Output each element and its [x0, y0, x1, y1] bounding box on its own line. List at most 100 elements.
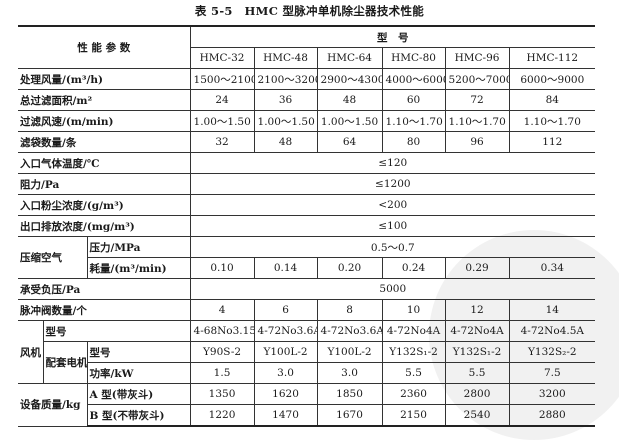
table-row: 耗量/(m³/min) 0.10 0.14 0.20 0.24 0.29 0.34 [18, 257, 596, 279]
row-label: A 型(带灰斗) [86, 383, 191, 405]
table-cell: 1.10～1.70 [508, 110, 596, 132]
row-label: 入口粉尘浓度/(g/m³) [18, 194, 191, 216]
table-cell: Y100L-2 [316, 341, 383, 363]
table-cell: 36 [253, 89, 318, 111]
table-cell: Y100L-2 [253, 341, 318, 363]
table-cell: 0.14 [253, 257, 318, 279]
model-group-header: 型 号 [189, 25, 596, 48]
table-cell: Y132S₁-2 [444, 341, 510, 363]
table-cell: 24 [189, 89, 255, 111]
row-label: 设备质量/kg [18, 383, 88, 427]
table-cell: 2100～3200 [253, 68, 318, 90]
row-label: 压缩空气 [18, 236, 88, 279]
table-cell: 10 [381, 299, 446, 321]
row-label: 功率/kW [87, 362, 191, 384]
table-cell: ≤100 [189, 215, 596, 237]
table-cell: 1.00～1.50 [253, 110, 318, 132]
table-cell: 4000～6000 [381, 68, 446, 90]
row-label: 型号 [42, 320, 191, 342]
table-cell: 6 [253, 299, 318, 321]
table-cell: 2150 [381, 404, 446, 427]
model-header: HMC-48 [253, 47, 318, 69]
table-row: 功率/kW 1.5 3.0 3.0 5.5 5.5 7.5 [18, 362, 596, 384]
table-row: 承受负压/Pa 5000 [18, 278, 596, 300]
table-cell: 112 [508, 131, 596, 153]
table-row: 入口粉尘浓度/(g/m³) <200 [18, 194, 596, 216]
table-cell: Y90S-2 [189, 341, 255, 363]
row-label: 压力/MPa [86, 236, 191, 258]
table-row: B 型(不带灰斗) 1220 1470 1670 2150 2540 2880 [18, 404, 596, 427]
table-cell: 4-68No3.15 [189, 320, 255, 342]
table-cell: 6000～9000 [508, 68, 596, 90]
model-header: HMC-112 [508, 47, 596, 69]
table-row: 过滤风速/(m/min) 1.00～1.50 1.00～1.50 1.00～1.50 1… [18, 110, 596, 132]
param-header: 性 能 参 数 [18, 25, 191, 69]
table-row: 出口排放浓度/(mg/m³) ≤100 [18, 215, 596, 237]
table-cell: 48 [253, 131, 318, 153]
table-cell: 2880 [508, 404, 596, 427]
table-cell: 1.00～1.50 [189, 110, 255, 132]
table-cell: 3.0 [316, 362, 383, 384]
table-cell: 64 [316, 131, 383, 153]
table-cell: 72 [444, 89, 510, 111]
table-cell: 0.10 [189, 257, 255, 279]
table-cell: 96 [444, 131, 510, 153]
table-cell: 3200 [508, 383, 596, 405]
table-cell: ≤120 [189, 152, 596, 174]
table-cell: 4-72No4A [381, 320, 446, 342]
table-cell: 32 [189, 131, 255, 153]
table-cell: 0.20 [316, 257, 383, 279]
row-label: 承受负压/Pa [18, 278, 191, 300]
performance-table: 性 能 参 数型 号 HMC-32 HMC-48 HMC-64 HMC-80 HMC-96… [18, 25, 596, 427]
table-row: 配套电机 型号 Y90S-2 Y100L-2 Y100L-2 Y132S₁-2 Y132S₁… [18, 341, 596, 384]
table-cell: 0.34 [508, 257, 596, 279]
table-cell: 1220 [189, 404, 255, 427]
row-label: 脉冲阀数量/个 [18, 299, 191, 321]
table-cell: 1.5 [189, 362, 255, 384]
table-cell: 1470 [253, 404, 318, 427]
table-cell: 12 [444, 299, 510, 321]
table-cell: 84 [508, 89, 596, 111]
table-cell: Y132S₁-2 [381, 341, 446, 363]
table-cell: 1.00～1.50 [316, 110, 383, 132]
row-label: 型号 [86, 341, 191, 363]
table-cell: 1.10～1.70 [444, 110, 510, 132]
row-label: 耗量/(m³/min) [87, 257, 191, 279]
table-cell: Y132S₂-2 [508, 341, 596, 363]
table-cell: 4-72No4A [444, 320, 510, 342]
table-row: 压缩空气 压力/MPa 0.5～0.7 [18, 236, 596, 279]
table-cell: 2900～4300 [316, 68, 383, 90]
table-cell: 1850 [316, 383, 383, 405]
row-label: 入口气体温度/℃ [18, 152, 191, 174]
model-header: HMC-64 [316, 47, 383, 69]
table-row: 滤袋数量/条 32 48 64 80 96 112 [18, 131, 596, 153]
table-cell: 4 [189, 299, 255, 321]
row-label: 过滤风速/(m/min) [18, 110, 191, 132]
table-cell: 4-72No4.5A [508, 320, 596, 342]
table-cell: 14 [508, 299, 596, 321]
table-cell: 5000 [189, 278, 596, 300]
table-cell: 5.5 [381, 362, 446, 384]
row-label: 总过滤面积/m² [18, 89, 191, 111]
table-cell: 4-72No3.6A [316, 320, 383, 342]
table-row: 入口气体温度/℃ ≤120 [18, 152, 596, 174]
table-cell: ≤1200 [189, 173, 596, 195]
row-label: 阻力/Pa [18, 173, 191, 195]
table-cell: 0.29 [444, 257, 510, 279]
table-cell: 5200～7000 [444, 68, 510, 90]
table-cell: 1670 [316, 404, 383, 427]
row-label: B 型(不带灰斗) [87, 404, 191, 427]
table-row: 脉冲阀数量/个 4 6 8 10 12 14 [18, 299, 596, 321]
table-cell: 2800 [444, 383, 510, 405]
table-cell: <200 [189, 194, 596, 216]
table-cell: 3.0 [253, 362, 318, 384]
model-header: HMC-96 [444, 47, 510, 69]
table-row: 总过滤面积/m² 24 36 48 60 72 84 [18, 89, 596, 111]
table-cell: 5.5 [444, 362, 510, 384]
table-cell: 2540 [444, 404, 510, 427]
table-cell: 48 [316, 89, 383, 111]
row-label: 配套电机 [43, 341, 88, 384]
row-label: 风机 [18, 320, 44, 384]
table-cell: 1500～2100 [189, 68, 255, 90]
table-cell: 0.5～0.7 [189, 236, 596, 258]
